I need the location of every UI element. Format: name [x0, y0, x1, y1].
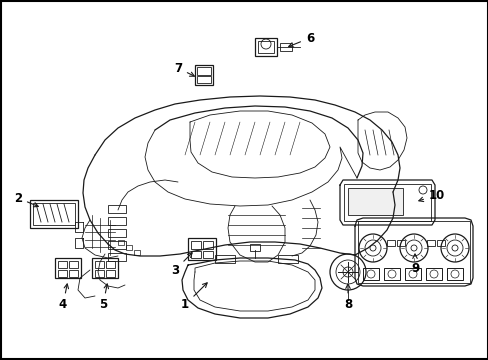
Bar	[118, 240, 124, 245]
Bar	[92, 258, 118, 278]
Bar	[446, 268, 462, 280]
Bar	[187, 238, 216, 260]
Text: 6: 6	[288, 32, 313, 47]
Bar	[249, 244, 260, 251]
Text: 8: 8	[343, 284, 351, 311]
Bar	[215, 255, 235, 263]
Bar	[106, 270, 115, 277]
Bar	[343, 184, 430, 221]
Bar	[95, 270, 104, 277]
Text: 5: 5	[99, 284, 108, 311]
Bar	[197, 67, 210, 75]
Bar	[33, 203, 75, 225]
Text: 3: 3	[171, 253, 192, 276]
Text: 2: 2	[14, 192, 38, 207]
Bar	[278, 255, 297, 263]
Bar	[191, 251, 201, 258]
Bar	[134, 250, 140, 255]
Text: 1: 1	[181, 283, 207, 311]
Text: 7: 7	[174, 62, 194, 76]
Bar	[258, 41, 273, 53]
Bar	[383, 268, 399, 280]
Bar	[30, 200, 78, 228]
Bar	[426, 240, 434, 246]
Bar	[191, 241, 201, 249]
Bar	[280, 43, 291, 51]
Bar	[108, 241, 126, 249]
Bar	[386, 240, 394, 246]
Text: 9: 9	[410, 254, 418, 274]
Bar	[58, 261, 67, 268]
Bar	[254, 38, 276, 56]
Bar	[197, 76, 210, 83]
Bar	[108, 253, 126, 261]
Bar	[203, 251, 213, 258]
Bar	[55, 258, 81, 278]
Bar	[396, 240, 404, 246]
Bar	[108, 205, 126, 213]
Text: 4: 4	[59, 284, 68, 311]
Bar	[106, 261, 115, 268]
Bar	[357, 221, 469, 283]
Text: 10: 10	[418, 189, 444, 202]
Bar	[347, 188, 402, 215]
Bar	[69, 270, 78, 277]
Bar	[95, 261, 104, 268]
Bar	[195, 65, 213, 85]
Bar	[362, 268, 378, 280]
Bar	[108, 229, 126, 237]
Bar	[58, 270, 67, 277]
Bar	[108, 217, 126, 225]
Bar	[126, 245, 132, 250]
Bar	[69, 261, 78, 268]
Bar	[436, 240, 444, 246]
Bar	[425, 268, 441, 280]
Bar	[203, 241, 213, 249]
Bar	[404, 268, 420, 280]
